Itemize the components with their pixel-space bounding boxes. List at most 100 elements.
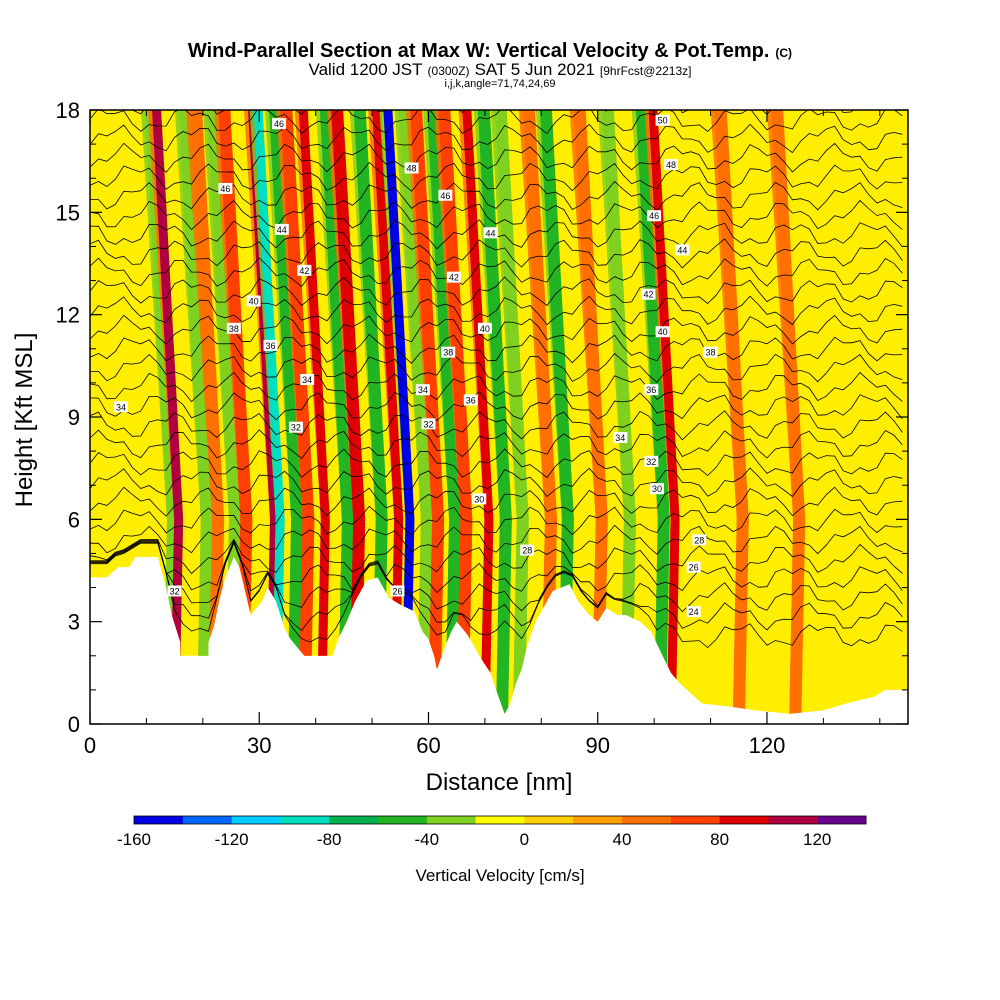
isentrope-line — [90, 110, 903, 135]
isentrope-line — [90, 371, 903, 403]
velocity-band — [462, 110, 494, 714]
contour-label: 38 — [703, 346, 718, 358]
contour-label: 32 — [167, 585, 182, 597]
colorbar-swatch — [573, 816, 623, 824]
svg-text:32: 32 — [170, 586, 180, 596]
isentrope-line — [90, 257, 903, 288]
velocity-band — [601, 110, 636, 714]
isentrope-line — [90, 295, 903, 326]
colorbar-swatch — [622, 816, 672, 824]
contour-label: 48 — [664, 159, 679, 171]
contour-label: 40 — [246, 295, 261, 307]
contour-label: 40 — [655, 326, 670, 338]
colorbar: -160 -120 -80 -40 0 40 80 120 — [117, 815, 867, 849]
svg-text:44: 44 — [486, 228, 496, 238]
contour-label: 26 — [686, 561, 701, 573]
velocity-band — [253, 110, 285, 714]
x-tick-label: 120 — [749, 733, 786, 758]
colorbar-swatch — [134, 816, 184, 824]
colorbar-swatch — [475, 816, 525, 824]
contour-label: 28 — [520, 544, 535, 556]
colorbar-swatch — [670, 816, 721, 824]
velocity-band — [494, 110, 529, 714]
isentrope-line — [90, 123, 903, 154]
svg-text:46: 46 — [649, 211, 659, 221]
isentrope-line — [90, 391, 903, 422]
svg-text:26: 26 — [689, 563, 699, 573]
x-tick-label: 60 — [416, 733, 440, 758]
svg-text:36: 36 — [266, 341, 276, 351]
colorbar-swatch — [426, 816, 477, 824]
y-tick-label: 15 — [56, 200, 80, 225]
contour-label: 36 — [263, 339, 278, 351]
velocity-band — [539, 110, 574, 714]
velocity-band — [477, 110, 512, 714]
contour-label: 32 — [288, 421, 303, 433]
contour-label: 30 — [472, 493, 487, 505]
isentrope-line — [90, 238, 903, 269]
colorbar-swatch — [329, 816, 379, 824]
contour-label: 34 — [613, 431, 628, 443]
colorbar-frame — [133, 815, 867, 825]
velocity-band — [648, 110, 680, 714]
isentrope-line — [90, 161, 903, 192]
contour-label: 46 — [218, 182, 233, 194]
svg-text:32: 32 — [646, 457, 656, 467]
svg-text:38: 38 — [706, 348, 716, 358]
svg-text:38: 38 — [229, 324, 239, 334]
contour-label: 46 — [647, 210, 662, 222]
colorbar-tick-label: 120 — [803, 830, 831, 849]
velocity-band — [269, 110, 304, 714]
isentrope-line — [90, 486, 903, 517]
contour-label: 38 — [226, 322, 241, 334]
velocity-band — [144, 110, 179, 714]
contour-label: 42 — [641, 288, 656, 300]
isentrope-line — [90, 524, 903, 555]
isentrope-line — [90, 467, 903, 498]
svg-text:36: 36 — [646, 385, 656, 395]
colorbar-tick-label: -120 — [215, 830, 249, 849]
svg-text:44: 44 — [277, 225, 287, 235]
colorbar-tick-label: 40 — [613, 830, 632, 849]
svg-text:50: 50 — [658, 116, 668, 126]
isentrope-line — [90, 429, 903, 460]
svg-text:38: 38 — [443, 348, 453, 358]
contour-label: 32 — [421, 418, 436, 430]
plot-area: 34 32 46 46 44 42 40 38 36 34 32 26 48 46 44 42 40 38 34 36… — [90, 110, 908, 724]
x-tick-label: 90 — [585, 733, 609, 758]
isentrope-line — [90, 505, 903, 536]
contour-label: 38 — [441, 346, 456, 358]
svg-text:28: 28 — [694, 535, 704, 545]
contour-label: 42 — [297, 264, 312, 276]
colorbar-tick-label: -160 — [117, 830, 151, 849]
contour-labels: 34 32 46 46 44 42 40 38 36 34 32 26 48 46 44 42 40 38 34 36… — [114, 114, 718, 617]
colorbar-title: Vertical Velocity [cm/s] — [415, 866, 584, 885]
contour-label: 26 — [390, 585, 405, 597]
contour-label: 36 — [644, 384, 659, 396]
colorbar-swatch — [719, 816, 769, 824]
contour-label: 36 — [463, 394, 478, 406]
colorbar-tick-label: -80 — [317, 830, 342, 849]
svg-text:34: 34 — [302, 375, 312, 385]
contour-label: 50 — [655, 114, 670, 126]
colorbar-tick-label: -40 — [415, 830, 440, 849]
isentrope-line — [90, 314, 903, 345]
velocity-band — [178, 110, 213, 714]
isentrope-line — [90, 538, 903, 575]
contour-label: 30 — [649, 483, 664, 495]
svg-text:48: 48 — [407, 163, 417, 173]
contour-label: 42 — [446, 271, 461, 283]
colorbar-swatch — [768, 816, 818, 824]
y-tick-label: 3 — [68, 610, 80, 635]
contour-label: 28 — [692, 534, 707, 546]
contour-label: 46 — [271, 118, 286, 130]
isentrope-line — [90, 142, 903, 173]
contour-label: 32 — [644, 455, 659, 467]
svg-text:40: 40 — [480, 324, 490, 334]
isentrope-line — [90, 199, 903, 231]
colorbar-swatch — [280, 816, 330, 824]
velocity-band — [331, 110, 366, 714]
contour-label: 44 — [675, 244, 690, 256]
